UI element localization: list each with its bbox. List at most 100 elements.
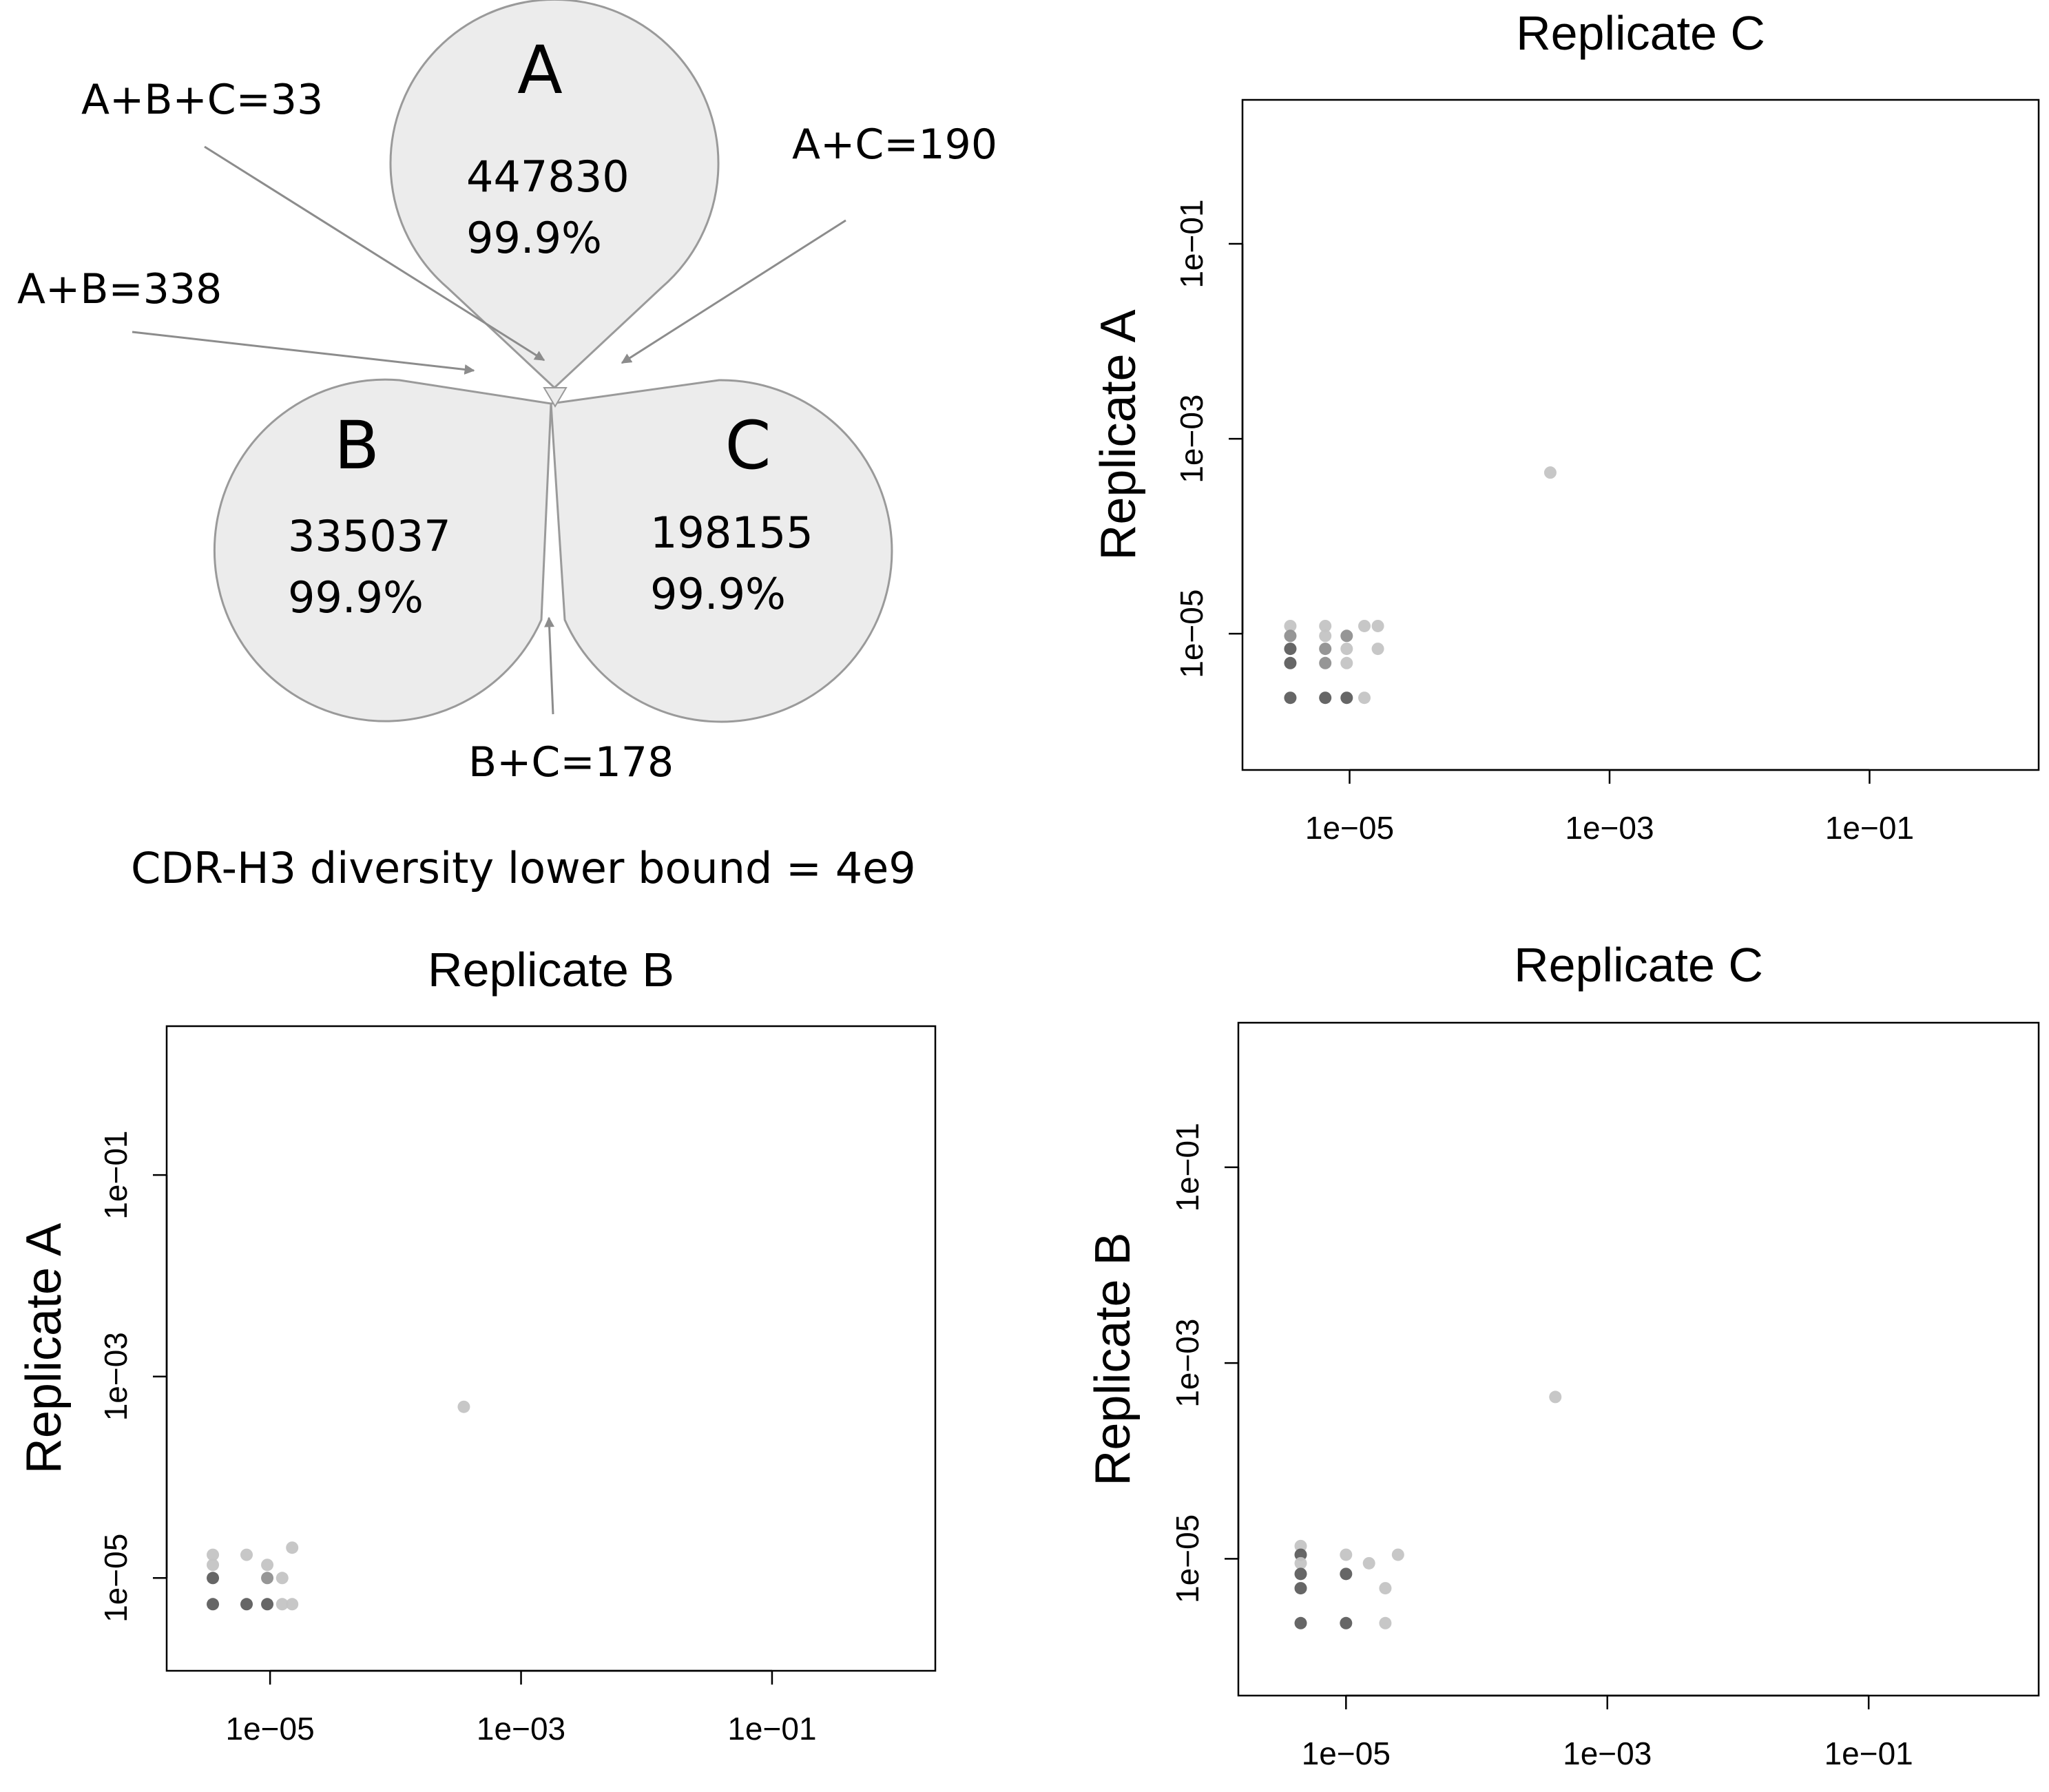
data-point <box>457 1400 470 1413</box>
data-point <box>1371 643 1384 656</box>
data-point <box>1294 1582 1307 1595</box>
venn-set-a-label: A <box>517 32 563 109</box>
data-point <box>1319 691 1332 705</box>
venn-overlap-bc: B+C=178 <box>468 738 674 786</box>
data-point <box>1391 1548 1404 1561</box>
data-point <box>1549 1390 1562 1404</box>
venn-diagram: A 447830 99.9% B 335037 99.9% C 198155 9… <box>17 0 997 893</box>
data-point <box>1319 643 1332 656</box>
data-point <box>1340 1548 1353 1561</box>
y-axis-label: Replicate B <box>1085 1232 1141 1486</box>
data-point <box>1319 619 1332 632</box>
scatter-plot-b-vs-a: Replicate B Replicate A 1e−05 1e−03 1e−01 1e−… <box>17 943 937 1747</box>
data-point <box>1358 691 1371 705</box>
data-point <box>1543 466 1557 479</box>
scatter-plot-c-vs-a: Replicate C Replicate A 1e−05 1e−03 1e−01 1e−… <box>1091 6 2040 846</box>
data-point <box>1294 1567 1307 1581</box>
data-point <box>261 1572 274 1585</box>
x-tick-label: 1e−05 <box>226 1711 315 1747</box>
y-tick-label: 1e−01 <box>98 1130 134 1219</box>
arrow-abc <box>204 145 545 362</box>
data-point <box>275 1572 289 1585</box>
venn-set-c-percent: 99.9% <box>650 569 786 619</box>
y-tick-label: 1e−03 <box>98 1332 134 1421</box>
data-point <box>1284 629 1297 643</box>
x-tick-label: 1e−03 <box>1563 1736 1652 1771</box>
y-tick-label: 1e−05 <box>1169 1514 1205 1603</box>
data-point <box>1379 1616 1392 1629</box>
arrow-bc <box>544 616 555 715</box>
x-tick-label: 1e−03 <box>477 1711 565 1747</box>
data-point <box>1284 691 1297 705</box>
venn-set-c-label: C <box>725 407 771 484</box>
data-point <box>1340 629 1353 643</box>
arrow-ac <box>621 219 846 364</box>
y-tick-label: 1e−03 <box>1174 395 1209 483</box>
x-tick-label: 1e−01 <box>727 1711 816 1747</box>
plot-frame <box>1237 1021 2040 1697</box>
venn-set-b-count: 335037 <box>288 511 451 561</box>
x-tick-label: 1e−03 <box>1565 810 1654 846</box>
data-point <box>275 1598 289 1611</box>
x-tick-label: 1e−05 <box>1302 1736 1391 1771</box>
venn-overlap-ab: A+B=338 <box>17 265 222 313</box>
data-point <box>1284 656 1297 669</box>
venn-petal-b <box>213 378 552 722</box>
data-point <box>1340 1567 1353 1581</box>
data-point <box>1284 619 1297 632</box>
data-point <box>1319 629 1332 643</box>
data-point <box>207 1548 220 1561</box>
venn-petal-c <box>550 379 893 723</box>
data-point <box>1340 1616 1353 1629</box>
data-point <box>1319 656 1332 669</box>
data-point <box>1294 1539 1307 1552</box>
x-tick-label: 1e−05 <box>1305 810 1394 846</box>
data-point <box>240 1598 253 1611</box>
y-tick-label: 1e−05 <box>1174 590 1209 678</box>
venn-set-a-percent: 99.9% <box>466 213 602 263</box>
data-point <box>286 1541 299 1554</box>
x-tick-label: 1e−01 <box>1824 1736 1913 1771</box>
venn-center-triangle <box>543 387 568 408</box>
scatter-plot-c-vs-b: Replicate C Replicate B 1e−05 1e−03 1e−01 1e−… <box>1085 938 2040 1771</box>
data-point <box>1379 1582 1392 1595</box>
data-point <box>1284 643 1297 656</box>
arrow-ab <box>132 331 475 375</box>
plot-title: Replicate B <box>428 943 674 997</box>
plot-title: Replicate C <box>1516 6 1765 60</box>
y-tick-label: 1e−03 <box>1169 1319 1205 1408</box>
venn-set-a-count: 447830 <box>466 152 630 202</box>
data-point <box>1294 1548 1307 1561</box>
data-point <box>1362 1556 1375 1570</box>
data-point <box>240 1548 253 1561</box>
data-point <box>207 1559 220 1572</box>
y-tick-label: 1e−05 <box>98 1534 134 1623</box>
y-axis-label: Replicate A <box>1091 309 1146 560</box>
venn-petal-a <box>389 0 720 390</box>
y-tick-label: 1e−01 <box>1174 199 1209 288</box>
data-point <box>1294 1556 1307 1570</box>
data-point <box>1340 643 1353 656</box>
plot-title: Replicate C <box>1514 938 1763 992</box>
data-point <box>261 1559 274 1572</box>
venn-set-c-count: 198155 <box>650 508 813 558</box>
y-tick-label: 1e−01 <box>1169 1123 1205 1211</box>
venn-overlap-ac: A+C=190 <box>792 121 997 169</box>
y-axis-label: Replicate A <box>17 1223 72 1474</box>
data-point <box>207 1572 220 1585</box>
venn-set-b-percent: 99.9% <box>288 572 424 623</box>
data-point <box>1358 619 1371 632</box>
data-point <box>286 1598 299 1611</box>
diversity-caption: CDR-H3 diversity lower bound = 4e9 <box>131 843 916 893</box>
x-tick-label: 1e−01 <box>1825 810 1914 846</box>
data-point <box>261 1598 274 1611</box>
venn-overlap-abc: A+B+C=33 <box>81 76 323 124</box>
venn-set-b-label: B <box>334 407 379 484</box>
data-point <box>1371 619 1384 632</box>
data-point <box>1294 1616 1307 1629</box>
data-point <box>207 1598 220 1611</box>
plot-frame <box>1241 98 2040 771</box>
data-point <box>1340 691 1353 705</box>
data-point <box>1340 656 1353 669</box>
